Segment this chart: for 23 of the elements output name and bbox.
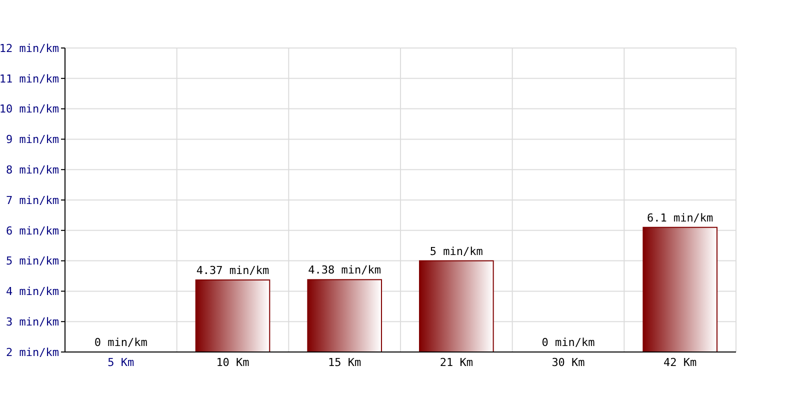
text: 0 min/km — [94, 336, 148, 349]
x-tick-label: 30 Km — [552, 356, 586, 369]
x-tick-label: 5 Km — [108, 356, 135, 369]
data-label: 4.38 min/km — [308, 264, 382, 277]
x-tick-label: 15 Km — [328, 356, 362, 369]
x-tick-label: 21 Km — [440, 356, 474, 369]
y-tick-label: 9 min/km — [6, 133, 60, 146]
y-tick-label: 7 min/km — [6, 194, 60, 207]
y-tick-label: 11 min/km — [0, 72, 60, 86]
y-tick-label: 4 min/km — [6, 285, 60, 298]
y-tick-label: 5 min/km — [6, 254, 60, 268]
x-tick-label: 10 Km — [216, 356, 250, 369]
y-tick-label: 3 min/km — [6, 315, 60, 328]
y-tick-label: 8 min/km — [6, 163, 60, 176]
data-label: 4.37 min/km — [196, 264, 270, 277]
text: 0 min/km — [542, 336, 595, 349]
x-tick-label: 42 Km — [664, 356, 698, 369]
data-label: 5 min/km — [430, 244, 484, 258]
y-tick-label: 12 min/km — [0, 42, 60, 55]
y-tick-label: 10 min/km — [0, 102, 60, 116]
data-label: 6.1 min/km — [646, 211, 714, 224]
y-tick-label: 6 min/km — [6, 224, 60, 238]
y-tick-label: 2 min/km — [6, 346, 60, 359]
